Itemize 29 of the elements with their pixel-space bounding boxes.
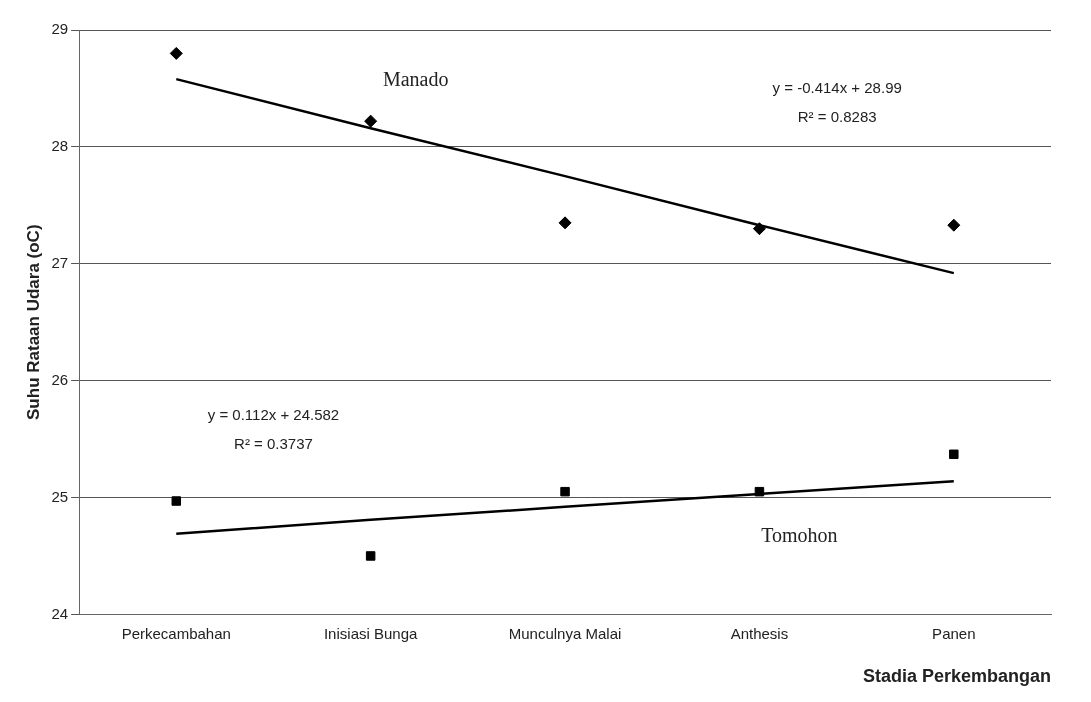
y-axis-title: Suhu Rataan Udara (oC) — [23, 224, 43, 420]
x-axis-title: Stadia Perkembangan — [862, 666, 1051, 687]
annotation: R² = 0.8283 — [797, 107, 877, 125]
y-tick-label: 26 — [51, 370, 69, 388]
point — [169, 46, 183, 60]
y-tick-label: 25 — [51, 487, 69, 505]
x-tick-label: Panen — [932, 624, 976, 642]
series-label: Manado — [382, 68, 449, 91]
point — [949, 449, 959, 460]
y-tick-label: 27 — [51, 253, 69, 271]
point — [947, 218, 961, 232]
annotation: R² = 0.3737 — [234, 435, 313, 453]
y-tick-label: 29 — [51, 20, 69, 38]
y-tick-label: 24 — [51, 604, 69, 622]
point — [752, 222, 766, 236]
point — [171, 496, 182, 506]
point — [560, 486, 570, 497]
annotation: y = 0.112x + 24.582 — [207, 405, 340, 423]
x-tick-label: Anthesis — [730, 624, 789, 642]
point — [558, 216, 572, 230]
y-tick-label: 28 — [51, 137, 69, 155]
x-tick-label: Inisiasi Bunga — [323, 624, 418, 642]
point — [754, 486, 765, 497]
point — [364, 114, 378, 128]
annotation: y = -0.414x + 28.99 — [772, 78, 902, 96]
x-tick-label: Munculnya Malai — [508, 624, 622, 642]
x-tick-label: Perkecambahan — [121, 624, 231, 642]
series-label: Tomohon — [761, 523, 838, 546]
point — [365, 551, 376, 561]
